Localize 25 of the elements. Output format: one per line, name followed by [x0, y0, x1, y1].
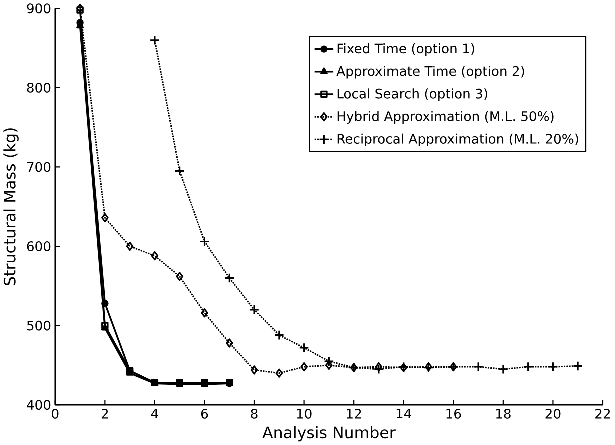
x-tick-label: 16 [446, 408, 462, 419]
legend-label: Local Search (option 3) [338, 88, 488, 102]
x-axis-title: Analysis Number [262, 426, 396, 442]
y-tick-label: 800 [27, 82, 51, 93]
y-tick-label: 400 [27, 400, 51, 410]
y-tick-label: 900 [27, 3, 51, 14]
x-tick-label: 8 [251, 408, 258, 419]
x-tick-label: 14 [396, 408, 412, 418]
legend-label: Fixed Time (option 1) [338, 43, 474, 56]
x-tick-label: 10 [297, 408, 312, 419]
x-tick-label: 6 [201, 408, 208, 419]
legend-label: Reciprocal Approximation (M.L. 20%) [338, 134, 578, 146]
x-tick-label: 22 [596, 408, 610, 419]
x-tick-label: 20 [546, 408, 561, 419]
x-tick-label: 18 [496, 408, 511, 419]
x-tick-label: 4 [151, 408, 158, 418]
x-tick-label: 0 [52, 408, 59, 419]
y-axis-title: Structural Mass (kg) [4, 128, 19, 286]
legend-label: Hybrid Approximation (M.L. 50%) [338, 111, 554, 124]
y-tick-label: 600 [27, 241, 51, 252]
legend-label: Approximate Time (option 2) [336, 66, 524, 79]
y-tick-label: 500 [27, 320, 51, 331]
x-tick-label: 12 [347, 408, 362, 419]
y-tick-label: 700 [28, 162, 51, 172]
x-tick-label: 2 [102, 408, 108, 419]
